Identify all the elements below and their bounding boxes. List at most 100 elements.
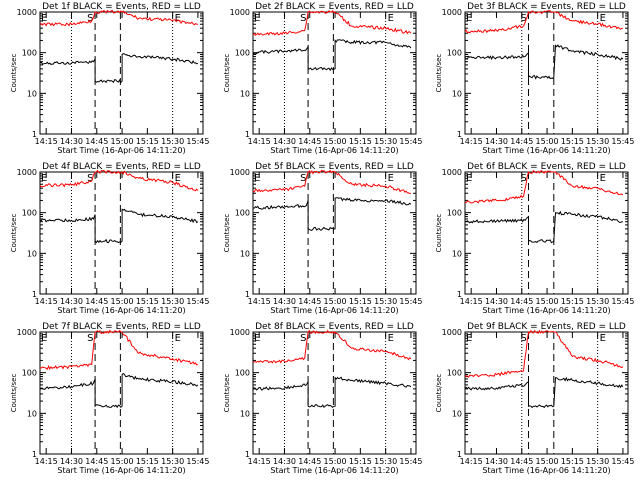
x-tick-label: 15:30 — [586, 297, 609, 306]
x-tick-label: 15:00 — [536, 297, 559, 306]
y-tick-label: 10 — [27, 409, 37, 418]
x-tick-label: 15:15 — [136, 457, 159, 466]
series-events-line — [464, 44, 624, 80]
end-marker: E — [175, 173, 181, 184]
x-tick-label: 15:00 — [111, 457, 134, 466]
detector-panel-9: Det 9f BLACK = Events, RED = LLD 1 10 100 10… — [435, 322, 634, 475]
end-marker: E — [175, 333, 181, 344]
plot-frame — [252, 331, 417, 455]
start-marker: E — [466, 13, 472, 24]
panel-title: Det 5f BLACK = Events, RED = LLD — [255, 162, 414, 172]
x-tick-label: 15:45 — [399, 297, 422, 306]
x-tick-label: 14:15 — [460, 457, 483, 466]
x-tick-label: 14:45 — [85, 137, 108, 146]
y-tick-label: 100 — [447, 209, 462, 218]
detector-panel-2: Det 2f BLACK = Events, RED = LLD 1 10 100 10… — [223, 2, 422, 155]
plot-frame — [464, 331, 629, 455]
y-tick-label: 100 — [235, 209, 250, 218]
x-tick-label: 14:15 — [460, 297, 483, 306]
x-tick-label: 15:30 — [161, 297, 184, 306]
start-marker: E — [466, 173, 472, 184]
series-events-line — [464, 376, 624, 409]
y-tick-label: 1000 — [230, 168, 250, 177]
series-lld-line — [40, 329, 199, 371]
x-tick-label: 14:30 — [485, 137, 508, 146]
x-axis-title: Start Time (16-Apr-06 14:11:20) — [482, 466, 610, 475]
x-tick-label: 15:00 — [324, 297, 347, 306]
series-events-line — [252, 197, 412, 231]
x-tick-label: 15:00 — [111, 137, 134, 146]
x-axis-title: Start Time (16-Apr-06 14:11:20) — [270, 146, 398, 155]
y-tick-label: 1 — [245, 130, 250, 139]
x-tick-label: 15:30 — [586, 457, 609, 466]
y-tick-label: 10 — [27, 89, 37, 98]
x-tick-label: 15:30 — [161, 137, 184, 146]
y-tick-label: 100 — [22, 49, 37, 58]
y-axis-title: Counts/sec — [435, 54, 443, 93]
x-tick-label: 15:30 — [161, 457, 184, 466]
end-marker: E — [388, 13, 394, 24]
x-axis-title: Start Time (16-Apr-06 14:11:20) — [270, 466, 398, 475]
x-tick-label: 15:15 — [349, 137, 372, 146]
panel-title: Det 3f BLACK = Events, RED = LLD — [467, 2, 626, 12]
x-axis-title: Start Time (16-Apr-06 14:11:20) — [482, 306, 610, 315]
y-tick-label: 100 — [235, 369, 250, 378]
y-tick-label: 100 — [22, 369, 37, 378]
y-tick-label: 1 — [457, 450, 462, 459]
y-tick-label: 1 — [32, 290, 37, 299]
x-tick-label: 14:30 — [273, 137, 296, 146]
x-tick-label: 14:30 — [485, 297, 508, 306]
y-tick-label: 1 — [457, 290, 462, 299]
x-tick-label: 15:45 — [611, 457, 634, 466]
start-marker: E — [254, 173, 260, 184]
y-tick-label: 1 — [245, 290, 250, 299]
x-tick-label: 14:45 — [298, 137, 321, 146]
x-tick-label: 15:45 — [186, 457, 209, 466]
saa-marker: S — [521, 173, 527, 184]
y-tick-label: 10 — [452, 409, 462, 418]
x-tick-label: 15:00 — [111, 297, 134, 306]
x-tick-label: 15:45 — [611, 137, 634, 146]
x-tick-label: 14:45 — [298, 297, 321, 306]
end-marker: E — [600, 173, 606, 184]
x-tick-label: 15:15 — [561, 297, 584, 306]
y-tick-label: 10 — [240, 409, 250, 418]
y-tick-label: 1 — [32, 450, 37, 459]
x-axis-title: Start Time (16-Apr-06 14:11:20) — [57, 306, 185, 315]
x-tick-label: 14:15 — [460, 137, 483, 146]
start-marker: E — [41, 173, 47, 184]
start-marker: E — [466, 333, 472, 344]
x-tick-label: 14:30 — [60, 297, 83, 306]
detector-panel-4: Det 4f BLACK = Events, RED = LLD 1 10 100 10… — [10, 162, 209, 315]
series-lld-line — [39, 169, 199, 192]
end-marker: E — [600, 333, 606, 344]
start-marker: E — [41, 13, 47, 24]
series-events-line — [39, 53, 199, 84]
y-axis-title: Counts/sec — [10, 54, 18, 93]
x-tick-label: 15:45 — [186, 297, 209, 306]
y-tick-label: 1000 — [442, 8, 462, 17]
panel-title: Det 7f BLACK = Events, RED = LLD — [42, 322, 201, 332]
saa-marker: S — [87, 333, 93, 344]
y-tick-label: 100 — [235, 49, 250, 58]
series-lld-line — [39, 9, 198, 27]
x-tick-label: 15:45 — [399, 457, 422, 466]
series-events-line — [39, 372, 199, 409]
saa-marker: S — [87, 173, 93, 184]
x-axis-title: Start Time (16-Apr-06 14:11:20) — [57, 146, 185, 155]
detector-panel-3: Det 3f BLACK = Events, RED = LLD 1 10 100 10… — [435, 2, 634, 155]
panel-title: Det 8f BLACK = Events, RED = LLD — [255, 322, 414, 332]
x-tick-label: 15:45 — [186, 137, 209, 146]
x-tick-label: 15:15 — [349, 457, 372, 466]
detector-panel-5: Det 5f BLACK = Events, RED = LLD 1 10 100 10… — [223, 162, 422, 315]
x-tick-label: 14:45 — [85, 297, 108, 306]
start-marker: E — [254, 333, 260, 344]
start-marker: E — [41, 333, 47, 344]
series-events-line — [252, 38, 412, 72]
y-tick-label: 1000 — [230, 8, 250, 17]
series-lld-line — [464, 10, 623, 34]
x-tick-label: 14:30 — [60, 457, 83, 466]
x-tick-label: 15:15 — [136, 297, 159, 306]
saa-marker: S — [300, 333, 306, 344]
